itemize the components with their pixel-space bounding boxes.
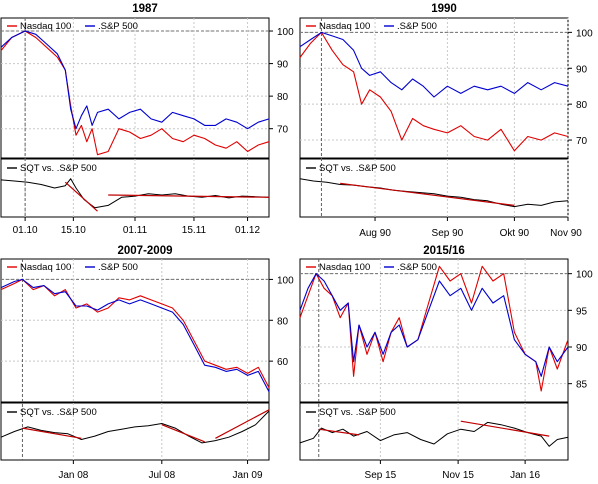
chart-panel: 2007-2009 100 80 60 Jan 08 Jul 08 Jan 09 Nasdaq… [0, 245, 294, 481]
chart-title: 2015/16 [423, 245, 465, 257]
legend-label-sqt: SQT vs. .S&P 500 [319, 163, 396, 174]
series-line-nasdaq-100 [0, 278, 270, 388]
x-tick-label: 15.10 [61, 225, 86, 236]
series-line-sqt [299, 178, 569, 208]
x-tick-label: Nov 15 [442, 470, 474, 481]
y-tick-label: 85 [576, 380, 588, 391]
chart-title: 2007-2009 [118, 245, 173, 257]
y-tick-label: 100 [277, 275, 294, 286]
series-line-nasdaq-100 [299, 31, 569, 152]
y-tick-label: 100 [576, 270, 593, 281]
chart-panel: 1990 100 90 80 70 Aug 90 Sep 90 Okt 90 Nov 90 Nas… [299, 3, 593, 239]
y-tick-label: 90 [576, 343, 588, 354]
series-line-sqt [0, 410, 270, 444]
chart-panel: 2015/16 100 95 90 85 Sep 15 Nov 15 Jan 16 Nasdaq… [299, 245, 593, 481]
legend-label-sp-500: .S&P 500 [98, 21, 138, 32]
y-tick-label: 100 [576, 28, 593, 39]
legend-label-nasdaq-100: Nasdaq 100 [20, 21, 71, 32]
trend-line [22, 427, 82, 439]
trend-line [108, 194, 270, 198]
legend-label-sp-500: .S&P 500 [397, 262, 437, 273]
trend-line [340, 182, 515, 206]
legend-label-sqt: SQT vs. .S&P 500 [20, 163, 97, 174]
series-line-sp-500 [0, 30, 270, 130]
lower-plot-frame [0, 402, 270, 461]
chart-title: 1987 [132, 3, 158, 15]
x-tick-label: Jan 09 [233, 470, 263, 481]
trend-line [64, 181, 98, 212]
x-tick-label: 01.10 [13, 225, 38, 236]
x-tick-label: Nov 90 [550, 228, 582, 239]
upper-plot-frame [0, 258, 270, 403]
chart-panel: 1987 100 90 80 70 01.10 15.10 01.11 15.11 01.12 Na… [0, 3, 294, 236]
x-tick-label: Sep 90 [432, 228, 464, 239]
y-tick-label: 95 [576, 306, 588, 317]
y-tick-label: 70 [277, 125, 289, 136]
legend-label-sqt: SQT vs. .S&P 500 [20, 407, 97, 418]
legend-label-sp-500: .S&P 500 [397, 21, 437, 32]
lower-plot-frame [299, 402, 569, 461]
y-tick-label: 100 [277, 27, 294, 38]
legend-label-nasdaq-100: Nasdaq 100 [319, 21, 370, 32]
x-tick-label: Sep 15 [365, 470, 397, 481]
y-tick-label: 70 [576, 136, 588, 147]
trend-line [318, 428, 360, 436]
upper-plot-frame [299, 258, 569, 403]
x-tick-label: Okt 90 [500, 228, 530, 239]
y-tick-label: 80 [277, 316, 289, 327]
x-tick-label: 15.11 [182, 225, 207, 236]
legend-label-nasdaq-100: Nasdaq 100 [20, 262, 71, 273]
series-line-nasdaq-100 [299, 265, 569, 392]
x-tick-label: 01.11 [123, 225, 148, 236]
x-tick-label: Aug 90 [359, 228, 391, 239]
y-tick-label: 60 [277, 357, 289, 368]
trend-line [161, 424, 205, 443]
y-tick-label: 90 [277, 60, 289, 71]
series-line-sqt [299, 421, 569, 447]
y-tick-label: 80 [576, 100, 588, 111]
legend-label-sp-500: .S&P 500 [98, 262, 138, 273]
chart-title: 1990 [431, 3, 457, 15]
x-tick-label: Jul 08 [148, 470, 175, 481]
x-tick-label: Jan 16 [510, 470, 540, 481]
y-tick-label: 90 [576, 64, 588, 75]
series-line-sp-500 [299, 31, 569, 98]
y-tick-label: 80 [277, 92, 289, 103]
chart-panels: 1987 100 90 80 70 01.10 15.10 01.11 15.11 01.12 Na… [0, 3, 593, 481]
x-tick-label: 01.12 [235, 225, 260, 236]
x-tick-label: Jan 08 [58, 470, 88, 481]
series-line-sp-500 [0, 278, 270, 393]
trend-line [215, 409, 270, 439]
trend-line [460, 420, 550, 437]
legend-label-nasdaq-100: Nasdaq 100 [319, 262, 370, 273]
series-line-sp-500 [299, 273, 569, 377]
series-line-nasdaq-100 [0, 30, 270, 156]
legend-label-sqt: SQT vs. .S&P 500 [319, 407, 396, 418]
